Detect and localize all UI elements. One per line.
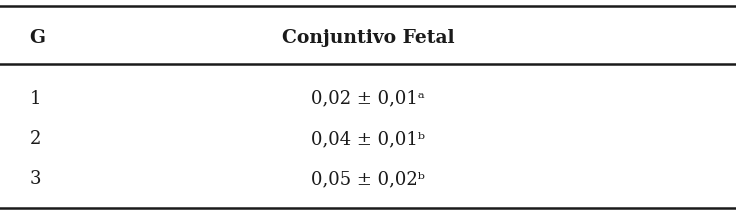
Text: Conjuntivo Fetal: Conjuntivo Fetal bbox=[282, 29, 454, 47]
Text: 2: 2 bbox=[29, 130, 40, 148]
Text: 0,04 ± 0,01ᵇ: 0,04 ± 0,01ᵇ bbox=[311, 130, 425, 148]
Text: 1: 1 bbox=[29, 90, 41, 107]
Text: G: G bbox=[29, 29, 46, 47]
Text: 3: 3 bbox=[29, 170, 41, 188]
Text: 0,02 ± 0,01ᵃ: 0,02 ± 0,01ᵃ bbox=[311, 90, 425, 107]
Text: 0,05 ± 0,02ᵇ: 0,05 ± 0,02ᵇ bbox=[311, 170, 425, 188]
